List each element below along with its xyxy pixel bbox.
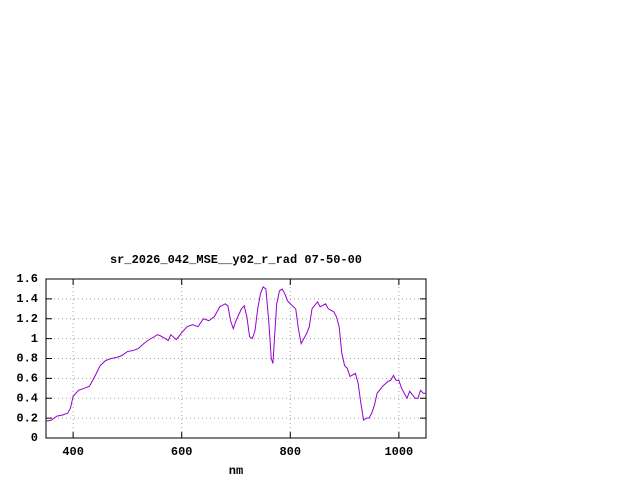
y-tick-label: 0.8 bbox=[16, 352, 38, 366]
y-tick-label: 1.6 bbox=[16, 272, 38, 286]
y-tick-label: 0 bbox=[31, 431, 38, 445]
y-tick-label: 0.6 bbox=[16, 372, 38, 386]
x-tick-label: 800 bbox=[279, 445, 301, 459]
y-tick-label: 1.4 bbox=[16, 292, 38, 306]
x-tick-label: 600 bbox=[171, 445, 193, 459]
y-tick-label: 1 bbox=[31, 332, 38, 346]
chart-title: sr_2026_042_MSE__y02_r_rad 07-50-00 bbox=[110, 253, 362, 267]
y-tick-label: 0.2 bbox=[16, 411, 38, 425]
x-tick-label: 1000 bbox=[384, 445, 413, 459]
x-tick-label: 400 bbox=[62, 445, 84, 459]
x-axis-label: nm bbox=[229, 464, 243, 478]
y-tick-label: 1.2 bbox=[16, 312, 38, 326]
plot-frame bbox=[45, 278, 427, 439]
y-tick-label: 0.4 bbox=[16, 391, 38, 405]
data-line bbox=[45, 286, 426, 422]
